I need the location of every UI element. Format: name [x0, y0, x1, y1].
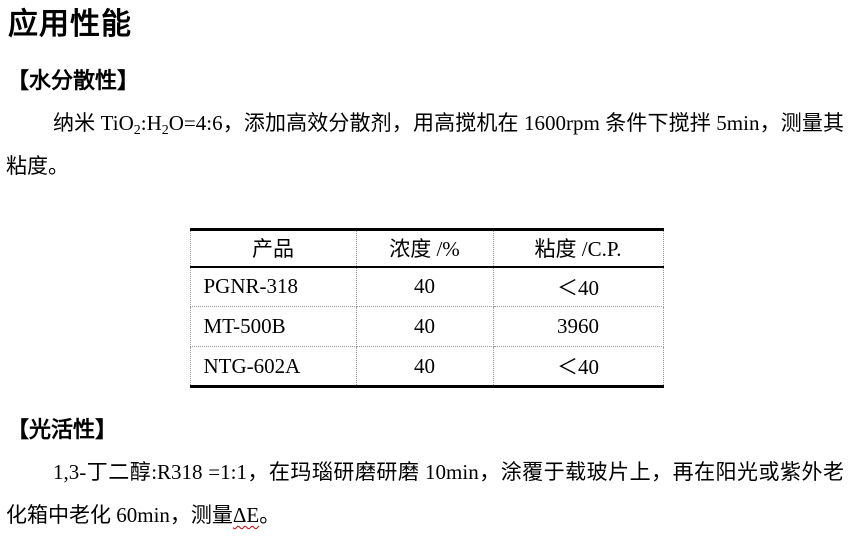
paragraph-text: :H — [140, 111, 162, 135]
table-cell-viscosity: ＜40 — [492, 346, 664, 387]
table-cell-concentration: 40 — [355, 346, 494, 387]
paragraph-text: 。 — [259, 503, 281, 527]
table-header-row: 产品 浓度 /% 粘度 /C.P. — [189, 229, 664, 268]
table-cell-product: MT-500B — [189, 306, 357, 347]
table-header-viscosity: 粘度 /C.P. — [492, 229, 664, 268]
subscript-2: 2 — [161, 123, 169, 138]
spellcheck-flagged-text: ΔE — [232, 503, 260, 527]
table-header-concentration: 浓度 /% — [355, 229, 494, 268]
table-cell-concentration: 40 — [355, 306, 494, 347]
table-cell-viscosity: 3960 — [492, 306, 664, 347]
section-heading-water-dispersibility: 【水分散性】 — [7, 68, 140, 93]
viscosity-table: 产品 浓度 /% 粘度 /C.P. PGNR-318 40 ＜40 MT-500… — [189, 228, 664, 388]
table-cell-concentration: 40 — [355, 266, 494, 307]
paragraph-text: 1,3-丁二醇:R318 =1:1，在玛瑙研磨研磨 10min，涂覆于载玻片上，… — [6, 460, 844, 527]
water-dispersibility-paragraph: 纳米 TiO2:H2O=4:6，添加高效分散剂，用高搅机在 1600rpm 条件… — [6, 102, 844, 188]
page-title: 应用性能 — [8, 8, 132, 41]
table-row: PGNR-318 40 ＜40 — [189, 266, 664, 307]
table-cell-product: NTG-602A — [189, 346, 357, 387]
table-header-product: 产品 — [189, 229, 357, 268]
photoactivity-paragraph: 1,3-丁二醇:R318 =1:1，在玛瑙研磨研磨 10min，涂覆于载玻片上，… — [6, 451, 844, 537]
table-cell-viscosity: ＜40 — [492, 266, 664, 307]
section-heading-photoactivity: 【光活性】 — [7, 417, 118, 442]
paragraph-text: 纳米 TiO — [53, 111, 134, 135]
table-row: MT-500B 40 3960 — [189, 306, 664, 347]
paragraph-text: O=4:6，添加高效分散剂，用高搅机在 1600rpm 条件下搅拌 5min，测… — [6, 111, 844, 178]
subscript-2: 2 — [133, 123, 141, 138]
table-row: NTG-602A 40 ＜40 — [189, 346, 664, 387]
table-cell-product: PGNR-318 — [189, 266, 357, 307]
